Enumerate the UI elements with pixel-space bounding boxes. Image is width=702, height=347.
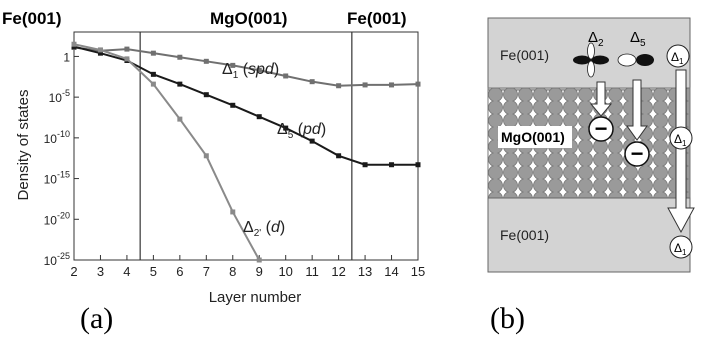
delta1-arrow (667, 69, 695, 234)
delta1-mid-circle (669, 126, 693, 150)
series-point (230, 62, 236, 68)
series-point (150, 50, 156, 56)
series-label-0: Δ1 (spd) (222, 61, 279, 81)
x-tick-label: 9 (256, 264, 263, 279)
series-point (177, 116, 183, 122)
series-point (362, 82, 368, 88)
series-point (71, 41, 77, 47)
series-point (283, 125, 289, 131)
series-point (230, 209, 236, 215)
x-tick-label: 10 (278, 264, 292, 279)
delta5-label: Δ5 (630, 29, 646, 49)
region-label-fe-right: Fe(001) (347, 9, 407, 28)
series-point (336, 153, 342, 159)
delta5-minus-circle (624, 141, 650, 167)
delta1-bottom-label: Δ1 (674, 241, 687, 257)
fe-top-label: Fe(001) (500, 47, 549, 63)
series-point (256, 257, 262, 263)
delta2-minus-circle (588, 116, 614, 142)
series-point (124, 46, 130, 52)
series-point (203, 92, 209, 98)
series-line-2 (73, 43, 261, 261)
x-tick-label: 4 (123, 264, 130, 279)
x-tick-label: 13 (358, 264, 372, 279)
delta2-label: Δ2 (588, 29, 604, 49)
series-point (415, 162, 421, 168)
series-point (177, 81, 183, 87)
y-tick-label: 10-20 (44, 210, 70, 227)
series-point (256, 114, 262, 120)
series-line-0 (73, 46, 419, 87)
x-tick-label: 6 (176, 264, 183, 279)
series-point (283, 73, 289, 79)
x-axis-label: Layer number (209, 289, 302, 306)
series-label-2: Δ2' (d) (243, 219, 285, 239)
y-tick-label: 10-25 (44, 251, 70, 268)
x-tick-label: 12 (331, 264, 345, 279)
series-point (203, 58, 209, 64)
plot-frame (73, 31, 419, 261)
fe-bottom-layer (487, 197, 691, 273)
series-point (336, 83, 342, 89)
series-point (256, 67, 262, 73)
delta1-top-label: Δ1 (671, 50, 684, 66)
x-tick-label: 3 (97, 264, 104, 279)
x-tick-label: 7 (203, 264, 210, 279)
caption-a: (a) (80, 302, 114, 335)
series-point (415, 81, 421, 87)
x-tick-label: 14 (384, 264, 398, 279)
x-tick-label: 8 (229, 264, 236, 279)
mgo-label-box (498, 126, 572, 148)
region-label-fe-left: Fe(001) (2, 9, 62, 28)
y-tick-label: 10-15 (44, 170, 70, 187)
series-point (150, 81, 156, 87)
mgo-label: MgO(001) (501, 129, 565, 145)
series-point (309, 138, 315, 144)
series-point (389, 162, 395, 168)
delta2-minus-sign: − (595, 116, 608, 141)
series-point (177, 54, 183, 60)
x-tick-label: 5 (150, 264, 157, 279)
x-tick-label: 2 (70, 264, 77, 279)
caption-b: (b) (490, 302, 525, 335)
series-label-1: Δ5 (pd) (277, 121, 326, 141)
region-label-mgo: MgO(001) (210, 9, 287, 28)
delta1-mid-label: Δ1 (674, 132, 687, 148)
panel-a-dos-chart: Fe(001) MgO(001) Fe(001) Density of stat… (2, 9, 425, 335)
p-orbital-icon (617, 53, 654, 67)
series-point (389, 82, 395, 88)
y-axis-label: Density of states (15, 90, 32, 201)
y-tick-label: 1 (63, 50, 70, 64)
delta1-top-circle (666, 44, 690, 68)
series-point (309, 79, 315, 85)
series-point (230, 102, 236, 108)
series-point (97, 47, 103, 53)
tunnel-schematic: Fe(001) Fe(001) MgO(001) Δ2 Δ5 Δ1 − − (487, 17, 695, 273)
d-orbital-icon (573, 42, 609, 78)
delta5-arrow (626, 79, 648, 141)
delta5-minus-sign: − (631, 141, 644, 166)
series-point (150, 71, 156, 77)
series-point (203, 153, 209, 159)
series-point (97, 50, 103, 56)
delta1-bottom-circle (669, 235, 693, 259)
delta2-arrow (589, 81, 613, 117)
series-point (362, 162, 368, 168)
x-tick-label: 15 (411, 264, 425, 279)
x-tick-label: 11 (305, 264, 319, 279)
y-tick-label: 10-10 (44, 129, 70, 146)
y-tick-label: 10-5 (49, 88, 70, 105)
series-point (124, 56, 130, 62)
dos-chart: Fe(001) MgO(001) Fe(001) Density of stat… (2, 9, 425, 306)
panel-b-schematic: Fe(001) Fe(001) MgO(001) Δ2 Δ5 Δ1 − − (470, 0, 702, 342)
fe-bottom-label: Fe(001) (500, 227, 549, 243)
